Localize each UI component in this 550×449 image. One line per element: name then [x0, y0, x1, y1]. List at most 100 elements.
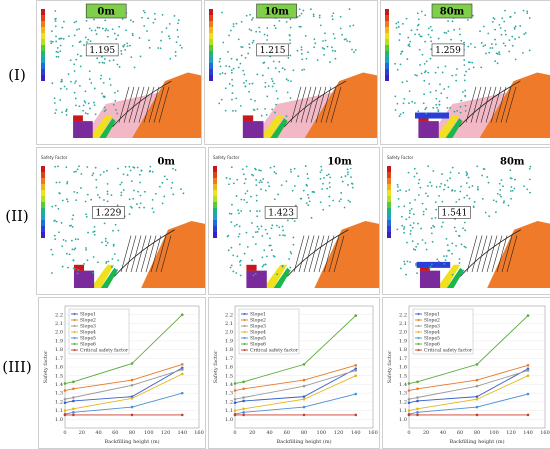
slip-point — [313, 46, 316, 49]
data-point — [72, 380, 75, 384]
slip-point — [413, 102, 416, 104]
slip-point — [326, 187, 329, 190]
slip-point — [93, 101, 95, 104]
slip-point — [482, 167, 485, 170]
hatch-line — [135, 235, 147, 273]
slip-point — [244, 192, 247, 195]
slip-point — [307, 177, 309, 180]
slope-panel-row2-0m: Safety Factor 0m 1.229 — [36, 147, 206, 295]
hatch-line — [155, 235, 167, 273]
x-tick-label: 120 — [161, 430, 171, 436]
slip-point — [340, 192, 343, 194]
slip-point — [464, 246, 467, 249]
row-label-2: (II) — [5, 207, 29, 225]
slip-point — [494, 28, 496, 31]
slip-point — [69, 59, 72, 62]
slip-point — [348, 40, 351, 43]
slip-point — [488, 51, 491, 54]
slip-point — [102, 95, 105, 98]
slip-point — [418, 48, 421, 51]
x-tick-label: 120 — [506, 430, 516, 436]
slip-point — [305, 202, 308, 204]
slip-point — [158, 185, 161, 188]
slide-mass — [479, 72, 550, 138]
slip-point — [477, 188, 479, 191]
data-point — [180, 413, 184, 417]
slip-point — [443, 188, 445, 191]
slip-point — [395, 26, 398, 29]
slip-point — [307, 51, 309, 54]
slip-point — [431, 29, 433, 32]
slip-point — [433, 226, 436, 228]
slip-point — [426, 195, 429, 198]
slip-point — [171, 181, 174, 184]
slip-point — [143, 190, 146, 193]
slip-point — [418, 178, 421, 181]
slip-point — [87, 38, 90, 41]
slip-point — [182, 192, 185, 195]
slip-point — [218, 60, 221, 63]
slip-point — [406, 58, 409, 60]
slip-point — [488, 215, 491, 218]
slip-point — [348, 8, 351, 10]
slip-point — [239, 62, 242, 65]
data-point — [416, 380, 419, 384]
slip-point — [227, 50, 229, 53]
slip-point — [72, 267, 75, 270]
slip-point — [409, 202, 411, 204]
hatch-line — [140, 235, 152, 273]
slip-point — [441, 173, 443, 175]
slip-point — [493, 18, 496, 20]
slope-figure: Safety Factor 80m 1.541 — [387, 154, 550, 288]
slip-point — [245, 14, 248, 17]
slip-point — [228, 212, 231, 215]
slope-panel-row2-80m: Safety Factor 80m 1.541 — [382, 147, 550, 295]
red-layer — [73, 264, 85, 271]
slip-point — [173, 15, 176, 17]
legend-marker — [417, 343, 420, 345]
slip-point — [289, 54, 292, 57]
slip-point — [231, 92, 234, 95]
legend-label: Slope2 — [424, 318, 440, 324]
slip-point — [138, 173, 141, 176]
slip-point — [168, 23, 171, 25]
slip-point — [437, 66, 440, 69]
slip-point — [242, 168, 244, 171]
data-point — [526, 413, 530, 417]
slip-point — [255, 184, 258, 187]
slip-point — [73, 170, 76, 173]
data-point — [416, 399, 419, 403]
slip-point — [462, 227, 464, 230]
slip-point — [399, 63, 402, 66]
hatch-line — [120, 235, 132, 273]
slip-point — [492, 16, 495, 19]
color-scale-step — [385, 51, 389, 57]
slip-point — [412, 222, 415, 224]
slip-point — [246, 201, 248, 204]
x-tick-label: 60 — [457, 430, 463, 436]
slip-point — [50, 40, 53, 43]
slip-point — [76, 168, 79, 171]
series-line — [234, 393, 356, 415]
slip-point — [119, 183, 122, 186]
color-scale-step — [209, 33, 213, 39]
slip-point — [349, 200, 351, 203]
slip-point — [438, 100, 441, 103]
slip-point — [484, 211, 487, 214]
slip-point — [263, 249, 266, 252]
slip-point — [332, 33, 335, 35]
slip-point — [83, 100, 86, 102]
slip-point — [273, 82, 275, 85]
slip-point — [463, 245, 466, 248]
slip-point — [128, 198, 131, 201]
slip-point — [112, 243, 115, 246]
data-point — [416, 396, 419, 399]
y-tick-label: 2.2 — [225, 312, 233, 318]
slip-point — [110, 194, 113, 197]
slip-point — [278, 70, 281, 73]
y-tick-label: 1.5 — [225, 373, 233, 379]
slip-point — [451, 242, 454, 245]
purple-layer — [242, 121, 264, 138]
slip-point — [85, 215, 88, 218]
slip-point — [93, 87, 96, 90]
